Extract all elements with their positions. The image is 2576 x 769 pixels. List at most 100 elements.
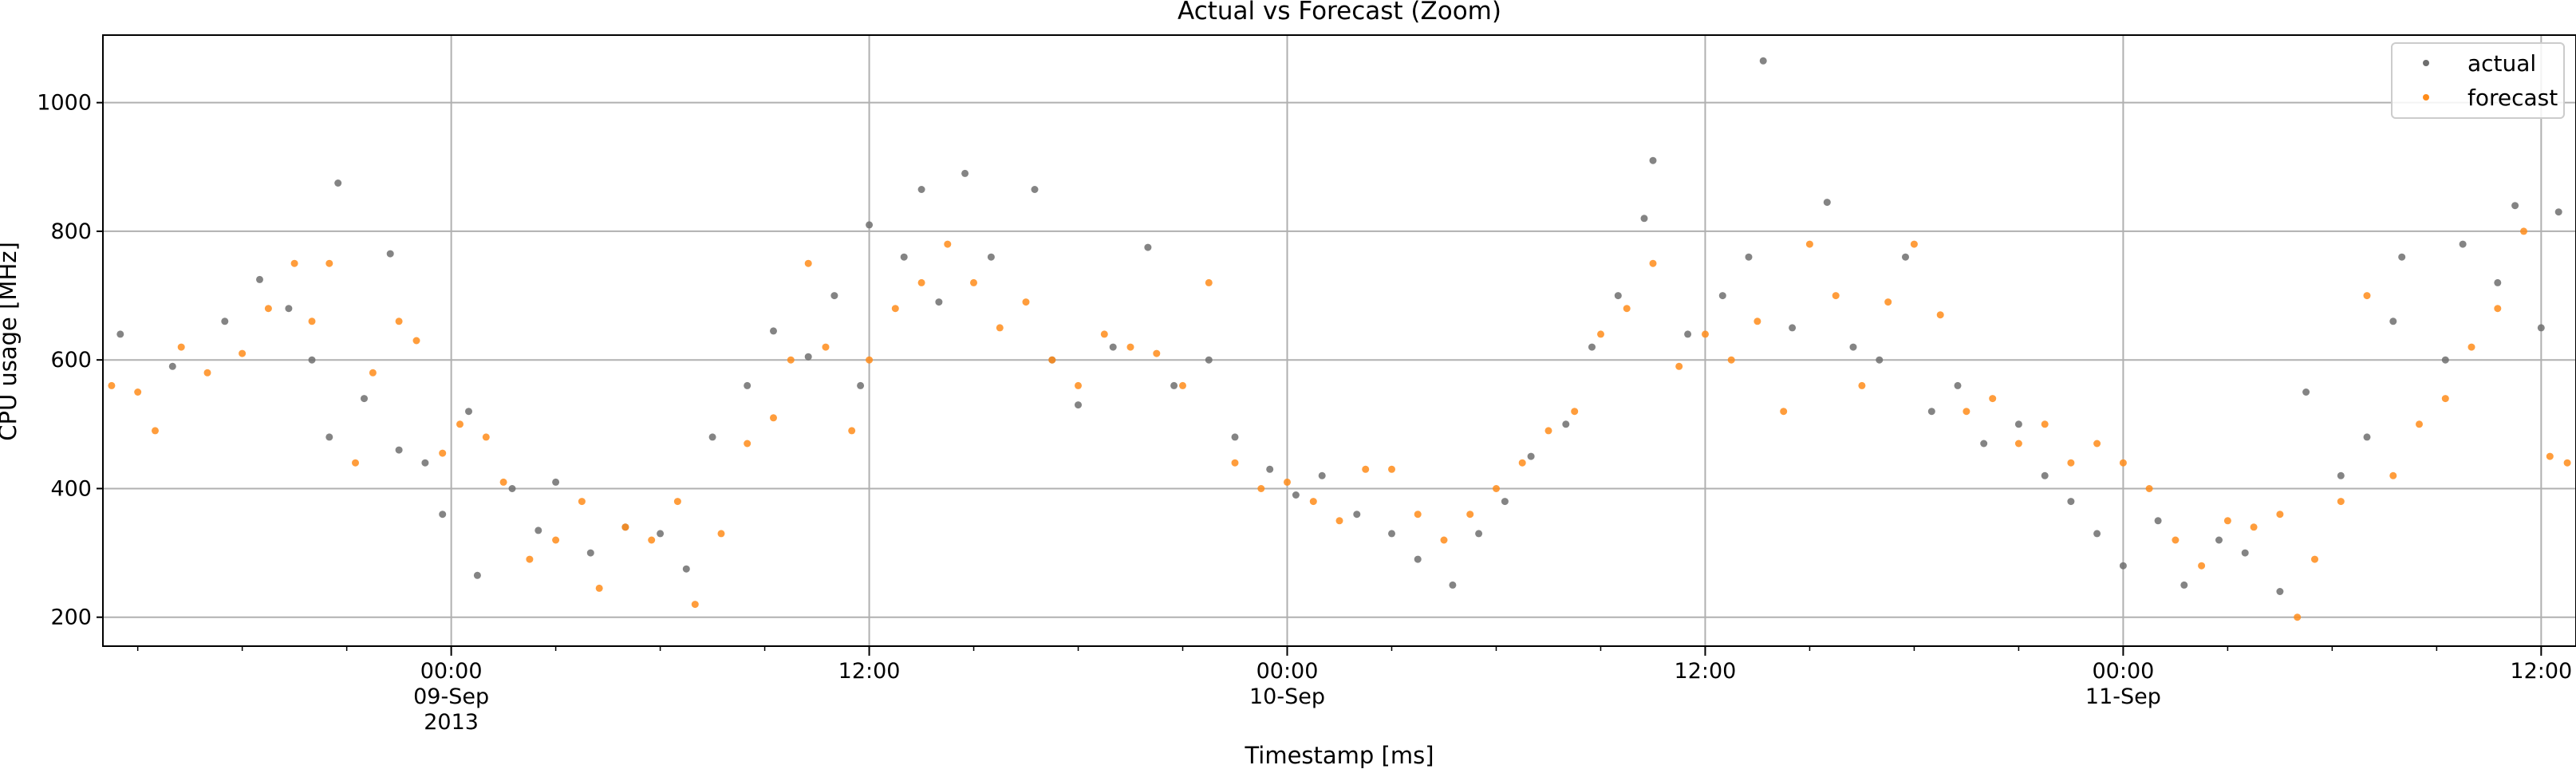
point-actual [2494,279,2501,286]
point-actual [770,327,777,334]
point-forecast [2224,517,2231,524]
point-actual [1110,344,1117,351]
point-forecast [1336,517,1343,524]
point-actual [988,254,995,261]
y-tick-label: 600 [50,348,92,373]
point-actual [474,572,481,579]
series-actual [116,57,2562,595]
point-actual [1641,215,1648,222]
point-forecast [552,537,559,544]
x-tick-label: 09-Sep [413,684,489,709]
point-forecast [621,523,629,530]
point-forecast [178,344,185,351]
point-forecast [413,337,420,345]
point-forecast [1205,279,1213,286]
legend-marker-actual [2423,60,2429,66]
point-actual [2015,420,2022,428]
point-actual [961,170,968,177]
point-forecast [2468,344,2475,351]
point-actual [1414,556,1422,563]
x-tick-label: 10-Sep [1249,684,1325,709]
point-actual [1824,199,1831,206]
point-actual [2120,562,2127,570]
x-tick-label: 00:00 [1256,659,1319,684]
point-forecast [1127,344,1134,351]
point-forecast [1963,408,1970,415]
point-forecast [770,414,777,421]
point-actual [1562,420,1569,428]
point-actual [587,550,594,557]
point-actual [657,530,664,537]
point-forecast [2389,472,2397,479]
y-axis: 2004006008001000 [37,91,103,630]
point-actual [1980,440,1987,448]
chart-title: Actual vs Forecast (Zoom) [1178,0,1501,26]
point-actual [2555,208,2562,215]
point-forecast [2276,511,2283,518]
x-tick-label: 12:00 [1675,659,1737,684]
point-forecast [805,260,812,267]
point-forecast [1101,330,1108,337]
point-forecast [1728,357,1735,364]
point-forecast [1388,466,1395,473]
point-forecast [1675,363,1682,370]
point-forecast [1441,537,1448,544]
point-actual [2276,588,2283,595]
point-actual [1528,453,1535,460]
point-actual [2538,324,2545,331]
point-forecast [134,388,141,396]
point-actual [1232,433,1239,440]
point-forecast [2416,420,2423,428]
point-actual [1746,254,1753,261]
legend-marker-forecast [2423,94,2429,101]
point-forecast [2067,459,2074,467]
point-forecast [648,537,655,544]
point-forecast [1597,330,1604,337]
point-forecast [2442,395,2449,402]
y-tick-label: 400 [50,476,92,501]
point-forecast [1832,292,1840,299]
point-forecast [456,420,464,428]
point-actual [2389,317,2397,325]
data-points [108,57,2570,621]
point-actual [1144,244,1151,251]
point-forecast [2198,562,2205,570]
x-tick-label: 00:00 [2092,659,2154,684]
point-forecast [1048,357,1055,364]
point-forecast [2546,453,2554,460]
point-forecast [596,585,603,592]
point-forecast [2364,292,2371,299]
point-actual [1449,582,1456,589]
point-forecast [1153,350,1160,357]
point-forecast [918,279,925,286]
point-actual [396,447,403,454]
point-forecast [1623,305,1631,312]
point-forecast [439,450,446,457]
y-tick-label: 200 [50,605,92,630]
point-forecast [352,459,359,467]
legend-label-forecast: forecast [2468,85,2558,111]
y-axis-label: CPU usage [MHz] [0,242,22,441]
point-forecast [204,369,211,377]
point-forecast [1179,382,1186,389]
point-forecast [848,427,855,434]
point-actual [1902,254,1909,261]
point-forecast [1284,479,1291,486]
point-forecast [1753,317,1761,325]
point-actual [1292,491,1300,499]
point-forecast [1937,311,1944,318]
point-forecast [1780,408,1787,415]
point-actual [1876,357,1883,364]
point-actual [683,566,690,573]
point-actual [2398,254,2405,261]
plot-frame [103,35,2576,646]
point-actual [116,330,124,337]
point-forecast [152,427,159,434]
point-actual [552,479,559,486]
point-actual [1928,408,1935,415]
point-actual [1501,498,1509,505]
point-actual [918,186,925,193]
point-forecast [1257,485,1264,492]
point-forecast [2494,305,2501,312]
